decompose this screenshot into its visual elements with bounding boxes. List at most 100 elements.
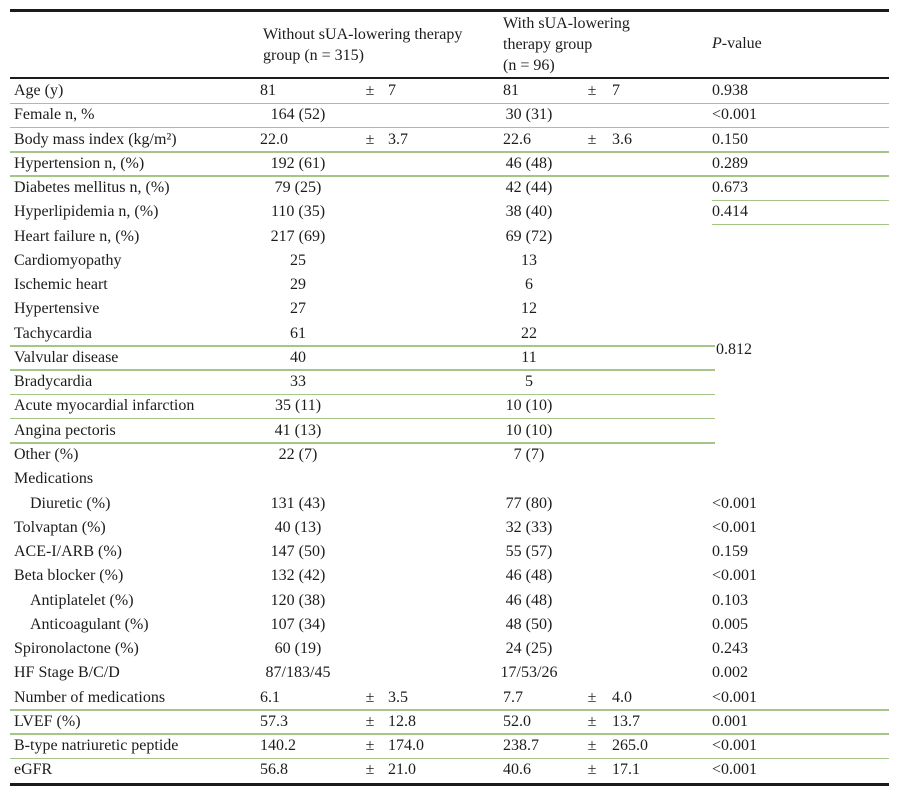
group2-count: 5 bbox=[525, 373, 533, 391]
row-label: Angina pectoris bbox=[14, 421, 116, 439]
table-row: Hypertension n, (%) 192 (61) 46 (48) 0.289 bbox=[10, 152, 889, 177]
row-label: Spironolactone (%) bbox=[14, 640, 139, 658]
row-label: Tachycardia bbox=[14, 324, 92, 342]
group2-count: 30 (31) bbox=[505, 106, 553, 124]
row-label: Medications bbox=[14, 470, 94, 488]
table-row: Cardiomyopathy 25 13 bbox=[10, 249, 889, 273]
table-row: Hypertensive 27 12 bbox=[10, 297, 889, 321]
table-row: Number of medications 6.1 ±3.5 7.7 ±4.0 <0.00… bbox=[10, 686, 889, 711]
group1-count: 120 (38) bbox=[270, 591, 326, 609]
table-row: Diuretic (%) 131 (43) 77 (80) <0.001 bbox=[10, 492, 889, 516]
header-divider-rule bbox=[10, 76, 889, 79]
group2-count: 42 (44) bbox=[505, 179, 553, 197]
plus-minus-symbol: ± bbox=[587, 130, 597, 148]
p-value-cell: 0.103 bbox=[712, 591, 748, 609]
column-header-group2: With sUA-lowering therapy group (n = 96) bbox=[503, 13, 630, 77]
p-value-cell: <0.001 bbox=[712, 567, 758, 585]
row-label: Age (y) bbox=[14, 82, 64, 99]
table-row: B-type natriuretic peptide 140.2 ±174.0 238… bbox=[10, 734, 889, 760]
table-row: LVEF (%) 57.3 ±12.8 52.0 ±13.7 0.001 bbox=[10, 710, 889, 735]
table-row: Tachycardia 61 22 bbox=[10, 322, 889, 347]
group1-count: 35 (11) bbox=[274, 397, 322, 415]
row-label: Cardiomyopathy bbox=[14, 251, 122, 269]
group1-sd: 7 bbox=[388, 82, 396, 99]
row-label: Hypertensive bbox=[14, 300, 100, 318]
group2-count: 11 bbox=[521, 348, 537, 366]
table-row: Bradycardia 33 5 bbox=[10, 370, 889, 396]
row-divider bbox=[712, 199, 889, 202]
group1-count: 147 (50) bbox=[270, 543, 326, 561]
row-label: Female n, % bbox=[14, 106, 95, 124]
p-value-cell: <0.001 bbox=[712, 106, 758, 124]
group1-mean: 56.8 bbox=[260, 761, 288, 779]
p-value-cell: <0.001 bbox=[712, 518, 758, 536]
group1-count: 217 (69) bbox=[270, 227, 326, 245]
group2-sd: 13.7 bbox=[612, 712, 640, 730]
group2-count: 6 bbox=[525, 276, 533, 294]
group2-mean: 22.6 bbox=[503, 130, 531, 148]
plus-minus-symbol: ± bbox=[587, 761, 597, 779]
plus-minus-symbol: ± bbox=[365, 761, 375, 779]
row-divider bbox=[10, 151, 889, 153]
p-value-cell: <0.001 bbox=[712, 761, 758, 779]
table-top-rule bbox=[10, 9, 889, 12]
table-row: Other (%) 22 (7) 7 (7) bbox=[10, 443, 889, 467]
group2-header-line2: therapy group bbox=[503, 35, 593, 53]
row-divider bbox=[10, 345, 715, 347]
p-value-cell: 0.005 bbox=[712, 615, 748, 633]
group1-header-line1: Without sUA-lowering therapy bbox=[263, 25, 463, 43]
row-divider bbox=[10, 417, 715, 420]
p-value-cell: 0.002 bbox=[712, 664, 748, 682]
row-divider bbox=[10, 733, 889, 735]
table-row: Spironolactone (%) 60 (19) 24 (25) 0.243 bbox=[10, 637, 889, 661]
table-bottom-rule bbox=[10, 783, 889, 786]
p-value-cell: 0.159 bbox=[712, 543, 748, 561]
row-label: B-type natriuretic peptide bbox=[14, 737, 179, 755]
group2-count: 55 (57) bbox=[505, 543, 553, 561]
group2-count: 22 bbox=[521, 324, 537, 342]
row-label: Body mass index (kg/m²) bbox=[14, 130, 177, 148]
plus-minus-symbol: ± bbox=[365, 688, 375, 706]
group2-count: 24 (25) bbox=[505, 640, 553, 658]
table-row: Antiplatelet (%) 120 (38) 46 (48) 0.103 bbox=[10, 589, 889, 613]
group2-count: 17/53/26 bbox=[500, 664, 558, 682]
group1-sd: 3.5 bbox=[388, 688, 408, 706]
table-row: Anticoagulant (%) 107 (34) 48 (50) 0.005 bbox=[10, 613, 889, 637]
row-divider bbox=[10, 393, 715, 396]
plus-minus-symbol: ± bbox=[587, 737, 597, 755]
p-value-cell: 0.414 bbox=[712, 203, 748, 221]
p-value-cell: 0.150 bbox=[712, 130, 748, 148]
row-label: Tolvaptan (%) bbox=[14, 518, 106, 536]
group1-count: 110 (35) bbox=[270, 203, 326, 221]
plus-minus-symbol: ± bbox=[365, 130, 375, 148]
row-divider bbox=[10, 442, 715, 444]
group2-count: 13 bbox=[521, 251, 537, 269]
plus-minus-symbol: ± bbox=[365, 737, 375, 755]
table-row: Female n, % 164 (52) 30 (31) <0.001 bbox=[10, 103, 889, 129]
row-label: Hyperlipidemia n, (%) bbox=[14, 203, 159, 221]
p-value-cell: <0.001 bbox=[712, 494, 758, 512]
group2-mean: 81 bbox=[503, 82, 519, 99]
row-divider bbox=[10, 757, 889, 760]
row-label: Valvular disease bbox=[14, 348, 119, 366]
plus-minus-symbol: ± bbox=[587, 688, 597, 706]
group1-mean: 6.1 bbox=[260, 688, 280, 706]
group1-mean: 81 bbox=[260, 82, 276, 99]
row-label: Hypertension n, (%) bbox=[14, 154, 145, 172]
group1-count: 40 bbox=[290, 348, 306, 366]
group2-sd: 17.1 bbox=[612, 761, 640, 779]
table-row: Hyperlipidemia n, (%) 110 (35) 38 (40) 0.41… bbox=[10, 200, 889, 226]
table-row: Angina pectoris 41 (13) 10 (10) bbox=[10, 419, 889, 444]
row-label: Ischemic heart bbox=[14, 276, 108, 294]
plus-minus-symbol: ± bbox=[587, 82, 597, 99]
table-row: HF Stage B/C/D 87/183/45 17/53/26 0.002 bbox=[10, 661, 889, 685]
plus-minus-symbol: ± bbox=[365, 82, 375, 99]
row-label: Number of medications bbox=[14, 688, 166, 706]
p-value-cell: 0.938 bbox=[712, 82, 748, 99]
row-label: HF Stage B/C/D bbox=[14, 664, 120, 682]
row-divider bbox=[10, 126, 889, 129]
row-label: Bradycardia bbox=[14, 373, 93, 391]
group1-count: 33 bbox=[290, 373, 306, 391]
group1-count: 192 (61) bbox=[270, 154, 326, 172]
group2-count: 10 (10) bbox=[505, 421, 553, 439]
